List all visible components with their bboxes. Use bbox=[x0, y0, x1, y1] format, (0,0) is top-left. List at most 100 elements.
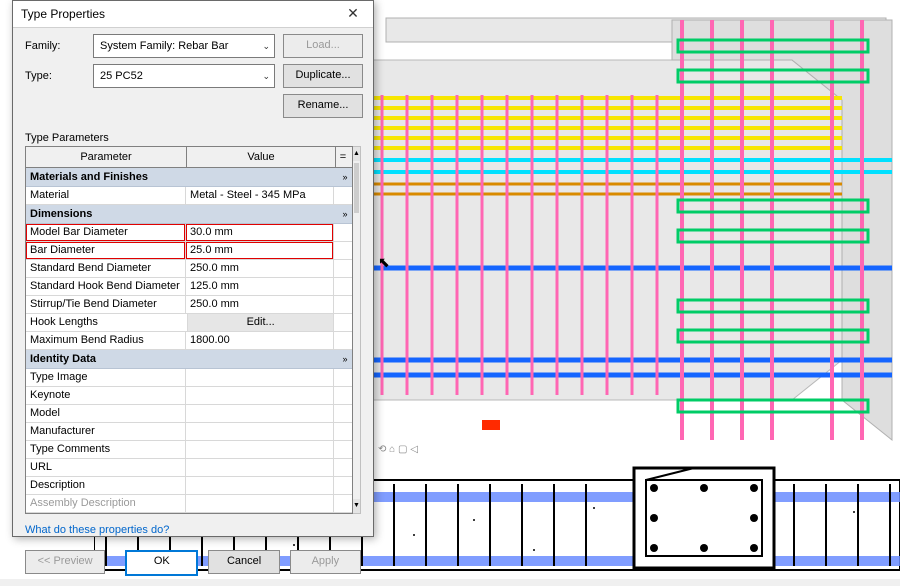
type-parameters-label: Type Parameters bbox=[13, 118, 373, 146]
parameter-row[interactable]: Standard Bend Diameter250.0 mm bbox=[26, 260, 352, 278]
chevron-down-icon: ⌄ bbox=[262, 71, 270, 82]
collapse-icon[interactable]: » bbox=[338, 172, 352, 182]
collapse-icon[interactable]: » bbox=[338, 209, 352, 219]
group-name: Materials and Finishes bbox=[26, 171, 338, 183]
type-label: Type: bbox=[25, 70, 93, 82]
scroll-down-icon[interactable]: ▼ bbox=[353, 499, 360, 513]
parameter-row[interactable]: Bar Diameter25.0 mm bbox=[26, 242, 352, 260]
family-label: Family: bbox=[25, 40, 93, 52]
parameter-row[interactable]: Manufacturer bbox=[26, 423, 352, 441]
group-header[interactable]: Dimensions» bbox=[26, 205, 352, 224]
grid-scrollbar[interactable]: ▲ ▼ bbox=[353, 146, 361, 514]
group-name: Dimensions bbox=[26, 208, 338, 220]
parameter-row[interactable]: Model Bar Diameter30.0 mm bbox=[26, 224, 352, 242]
param-eq bbox=[334, 224, 352, 241]
parameter-row[interactable]: Keynote bbox=[26, 387, 352, 405]
param-name: Maximum Bend Radius bbox=[26, 332, 186, 349]
grid-header: Parameter Value = bbox=[26, 147, 352, 168]
group-name: Identity Data bbox=[26, 353, 338, 365]
parameters-grid[interactable]: Parameter Value = Materials and Finishes… bbox=[25, 146, 353, 514]
cancel-button[interactable]: Cancel bbox=[208, 550, 279, 574]
param-value[interactable] bbox=[186, 369, 334, 386]
param-eq bbox=[334, 387, 352, 404]
param-name: Bar Diameter bbox=[26, 242, 186, 259]
param-value[interactable]: 125.0 mm bbox=[186, 278, 334, 295]
param-value[interactable] bbox=[186, 459, 334, 476]
type-properties-dialog: Type Properties ✕ Family: System Family:… bbox=[12, 0, 374, 537]
scroll-up-icon[interactable]: ▲ bbox=[353, 147, 360, 161]
parameter-row[interactable]: Standard Hook Bend Diameter125.0 mm bbox=[26, 278, 352, 296]
param-value[interactable] bbox=[186, 495, 334, 512]
param-name: Type Comments bbox=[26, 441, 186, 458]
rename-button[interactable]: Rename... bbox=[283, 94, 363, 118]
param-name: Material bbox=[26, 187, 186, 204]
dialog-titlebar[interactable]: Type Properties ✕ bbox=[13, 1, 373, 28]
parameter-row[interactable]: Type Comments bbox=[26, 441, 352, 459]
parameter-row[interactable]: URL bbox=[26, 459, 352, 477]
parameter-row[interactable]: Type Image bbox=[26, 369, 352, 387]
param-name: Type Image bbox=[26, 369, 186, 386]
apply-button: Apply bbox=[290, 550, 361, 574]
param-eq bbox=[334, 296, 352, 313]
viewport-canvas: ⟲ ⌂ ▢ ◁ bbox=[0, 0, 900, 579]
parameter-row[interactable]: Model bbox=[26, 405, 352, 423]
parameter-row[interactable]: Description bbox=[26, 477, 352, 495]
param-name: Standard Bend Diameter bbox=[26, 260, 186, 277]
param-eq bbox=[334, 260, 352, 277]
param-value[interactable]: 30.0 mm bbox=[186, 224, 334, 241]
col-value: Value bbox=[187, 147, 336, 167]
group-header[interactable]: Materials and Finishes» bbox=[26, 168, 352, 187]
param-name: Standard Hook Bend Diameter bbox=[26, 278, 186, 295]
parameter-row[interactable]: Maximum Bend Radius1800.00 bbox=[26, 332, 352, 350]
param-name: Manufacturer bbox=[26, 423, 186, 440]
scrollbar-thumb[interactable] bbox=[354, 163, 359, 213]
param-eq bbox=[334, 423, 352, 440]
chevron-down-icon: ⌄ bbox=[262, 41, 270, 52]
param-value[interactable] bbox=[186, 387, 334, 404]
help-link[interactable]: What do these properties do? bbox=[13, 514, 373, 546]
param-value[interactable]: 250.0 mm bbox=[186, 296, 334, 313]
param-eq bbox=[334, 187, 352, 204]
param-eq bbox=[334, 369, 352, 386]
param-eq bbox=[334, 242, 352, 259]
close-icon[interactable]: ✕ bbox=[333, 1, 373, 27]
param-value[interactable]: 250.0 mm bbox=[186, 260, 334, 277]
parameter-row[interactable]: MaterialMetal - Steel - 345 MPa bbox=[26, 187, 352, 205]
param-value[interactable] bbox=[186, 405, 334, 422]
col-equals: = bbox=[336, 147, 350, 167]
load-button: Load... bbox=[283, 34, 363, 58]
parameter-row[interactable]: Assembly Description bbox=[26, 495, 352, 513]
param-eq bbox=[334, 495, 352, 512]
param-value[interactable] bbox=[186, 477, 334, 494]
dialog-footer: << Preview OK Cancel Apply bbox=[13, 546, 373, 586]
collapse-icon[interactable]: » bbox=[338, 354, 352, 364]
col-parameter: Parameter bbox=[26, 147, 187, 167]
ok-button[interactable]: OK bbox=[125, 550, 198, 576]
group-header[interactable]: Identity Data» bbox=[26, 350, 352, 369]
svg-text:⟲ ⌂ ▢ ◁: ⟲ ⌂ ▢ ◁ bbox=[378, 444, 418, 455]
param-name: Model Bar Diameter bbox=[26, 224, 186, 241]
param-name: Assembly Description bbox=[26, 495, 186, 512]
parameter-row[interactable]: Hook LengthsEdit... bbox=[26, 314, 352, 332]
family-select-value: System Family: Rebar Bar bbox=[100, 40, 228, 52]
param-eq bbox=[334, 441, 352, 458]
param-eq bbox=[334, 405, 352, 422]
param-eq bbox=[334, 278, 352, 295]
param-value[interactable] bbox=[186, 441, 334, 458]
parameter-row[interactable]: Stirrup/Tie Bend Diameter250.0 mm bbox=[26, 296, 352, 314]
param-eq bbox=[334, 459, 352, 476]
family-select[interactable]: System Family: Rebar Bar ⌄ bbox=[93, 34, 275, 58]
param-eq bbox=[334, 314, 352, 331]
param-value[interactable] bbox=[186, 423, 334, 440]
param-name: URL bbox=[26, 459, 186, 476]
param-value[interactable]: 25.0 mm bbox=[186, 242, 334, 259]
duplicate-button[interactable]: Duplicate... bbox=[283, 64, 363, 88]
param-value[interactable]: Metal - Steel - 345 MPa bbox=[186, 187, 334, 204]
param-name: Hook Lengths bbox=[26, 314, 188, 331]
param-name: Stirrup/Tie Bend Diameter bbox=[26, 296, 186, 313]
param-value[interactable]: 1800.00 bbox=[186, 332, 334, 349]
dialog-title: Type Properties bbox=[13, 7, 333, 21]
edit-button[interactable]: Edit... bbox=[188, 314, 334, 331]
type-select-value: 25 PC52 bbox=[100, 70, 143, 82]
type-select[interactable]: 25 PC52 ⌄ bbox=[93, 64, 275, 88]
